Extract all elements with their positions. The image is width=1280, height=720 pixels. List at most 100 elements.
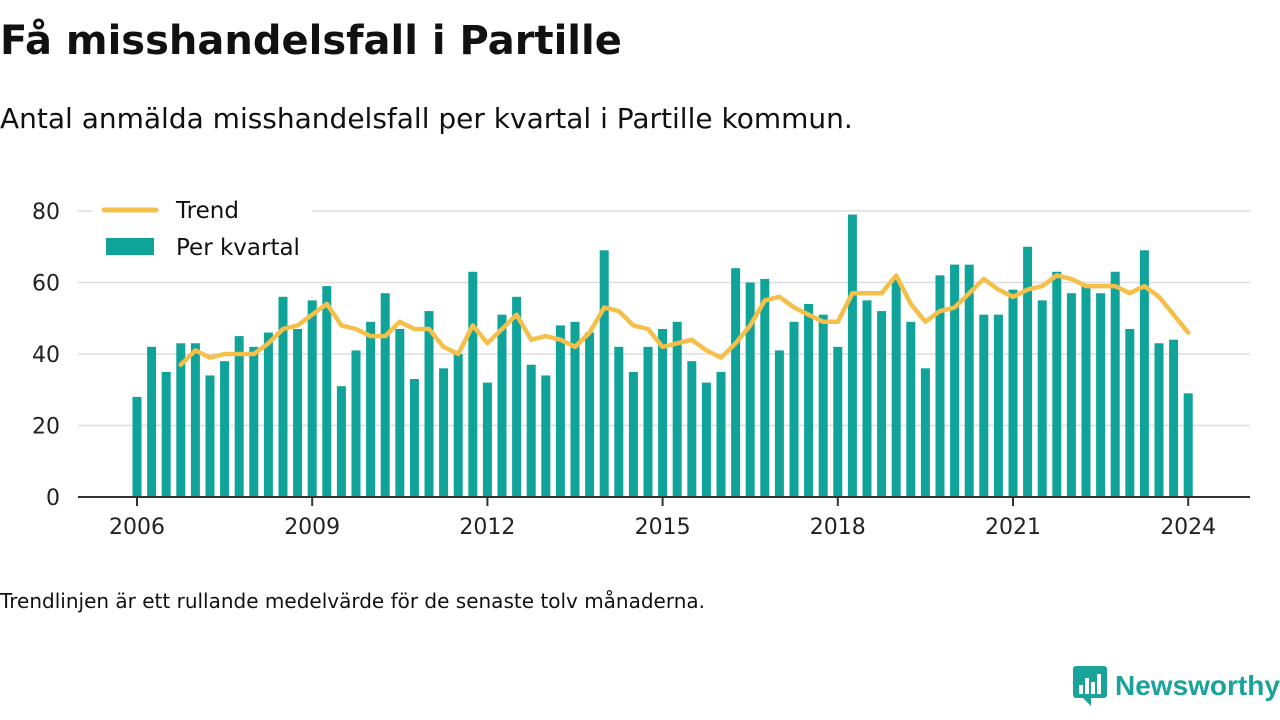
- bar-2016Q2: [731, 268, 741, 497]
- y-tick-label: 40: [32, 343, 60, 368]
- trend-series: [178, 273, 1191, 367]
- legend: Trend Per kvartal: [92, 190, 312, 270]
- bar-2020Q2: [964, 264, 974, 497]
- bar-2018Q4: [877, 311, 887, 497]
- bar-2009Q2: [322, 286, 332, 497]
- bar-2013Q4: [585, 332, 595, 497]
- bar-2007Q1: [190, 343, 200, 497]
- bar-2010Q4: [409, 379, 419, 497]
- bar-2011Q1: [424, 311, 434, 497]
- bar-2008Q1: [249, 346, 259, 497]
- bar-2017Q2: [789, 321, 799, 497]
- bar-2008Q2: [263, 332, 273, 497]
- x-tick-label: 2018: [810, 515, 866, 540]
- bar-2009Q3: [336, 386, 346, 497]
- x-tick-label: 2021: [985, 515, 1041, 540]
- bar-2013Q1: [541, 375, 551, 497]
- bar-2021Q4: [1052, 271, 1062, 497]
- chart-title: Få misshandelsfall i Partille: [0, 18, 622, 64]
- bar-2011Q3: [453, 354, 463, 497]
- bar-2023Q4: [1169, 339, 1179, 497]
- y-tick-label: 80: [32, 200, 60, 225]
- x-tick-label: 2012: [459, 515, 515, 540]
- brand-logo[interactable]: Newsworthy: [1073, 666, 1280, 706]
- bar-2007Q4: [234, 336, 244, 497]
- y-tick-label: 20: [32, 415, 60, 440]
- bar-2016Q3: [745, 282, 755, 497]
- bar-2013Q2: [555, 325, 565, 497]
- bar-2022Q3: [1096, 293, 1106, 497]
- chart-svg: 0 20 40 60 80 2006 2009 2012 2015 2018 2021 2024 Tr…: [32, 190, 1250, 540]
- bar-2024Q1: [1183, 393, 1193, 497]
- bar-2018Q2: [847, 214, 857, 497]
- trend-line: [178, 273, 1191, 367]
- bar-2011Q2: [439, 368, 449, 497]
- bar-2021Q2: [1023, 246, 1033, 497]
- bar-2011Q4: [468, 271, 478, 497]
- bar-2018Q1: [833, 346, 843, 497]
- bar-2022Q4: [1110, 271, 1120, 497]
- bar-2022Q1: [1066, 293, 1076, 497]
- bar-2018Q3: [862, 300, 872, 497]
- bar-2012Q2: [497, 314, 507, 497]
- bar-2021Q1: [1008, 289, 1018, 497]
- bar-2020Q1: [950, 264, 960, 497]
- legend-bar-swatch: [106, 238, 154, 255]
- chart-subtitle: Antal anmälda misshandelsfall per kvarta…: [0, 102, 853, 135]
- bar-2023Q2: [1139, 250, 1149, 497]
- y-tick-label: 60: [32, 272, 60, 297]
- bar-2020Q4: [993, 314, 1003, 497]
- bar-2008Q3: [278, 296, 288, 497]
- bar-2006Q4: [176, 343, 186, 497]
- bar-2015Q3: [687, 361, 697, 497]
- bar-2023Q3: [1154, 343, 1164, 497]
- bar-2014Q3: [628, 371, 638, 497]
- legend-background: [92, 190, 312, 270]
- bar-2008Q4: [293, 328, 303, 497]
- bar-2015Q2: [672, 321, 682, 497]
- bar-2019Q2: [906, 321, 916, 497]
- bar-2023Q1: [1125, 328, 1135, 497]
- x-tick-label: 2015: [635, 515, 691, 540]
- bar-2014Q1: [599, 250, 609, 497]
- bar-2019Q4: [935, 275, 945, 497]
- bar-2015Q1: [658, 328, 668, 497]
- bar-2010Q1: [366, 321, 376, 497]
- y-tick-label: 0: [46, 486, 60, 511]
- bar-2007Q3: [220, 361, 230, 497]
- bar-2017Q1: [774, 350, 784, 497]
- bar-2019Q3: [920, 368, 930, 497]
- bar-2012Q4: [526, 364, 536, 497]
- footnote: Trendlinjen är ett rullande medelvärde f…: [0, 589, 706, 613]
- brand-name: Newsworthy: [1115, 670, 1280, 701]
- bar-2020Q3: [979, 314, 989, 497]
- bar-2017Q4: [818, 314, 828, 497]
- legend-bar-label: Per kvartal: [176, 235, 300, 261]
- bar-2007Q2: [205, 375, 215, 497]
- bar-2009Q4: [351, 350, 361, 497]
- bar-2012Q1: [482, 382, 492, 497]
- bar-2012Q3: [512, 296, 522, 497]
- bar-2016Q4: [760, 278, 770, 497]
- bar-2016Q1: [716, 371, 726, 497]
- x-tick-label: 2006: [109, 515, 165, 540]
- bar-2010Q2: [380, 293, 390, 497]
- bar-2014Q2: [614, 346, 624, 497]
- bar-2021Q3: [1037, 300, 1047, 497]
- bar-2022Q2: [1081, 286, 1091, 497]
- bar-2013Q3: [570, 321, 580, 497]
- bar-2010Q3: [395, 328, 405, 497]
- bar-2019Q1: [891, 278, 901, 497]
- x-tick-label: 2024: [1160, 515, 1216, 540]
- bar-2017Q3: [804, 303, 814, 497]
- newsworthy-logo-icon: [1073, 666, 1107, 706]
- x-tick-label: 2009: [284, 515, 340, 540]
- bar-2006Q2: [147, 346, 157, 497]
- bar-2014Q4: [643, 346, 653, 497]
- axes: 0 20 40 60 80 2006 2009 2012 2015 2018 2021 2024: [32, 200, 1250, 540]
- legend-trend-label: Trend: [175, 198, 239, 224]
- bar-2006Q1: [132, 396, 142, 497]
- bar-series: [132, 214, 1193, 497]
- bar-2006Q3: [161, 371, 171, 497]
- bar-2009Q1: [307, 300, 317, 497]
